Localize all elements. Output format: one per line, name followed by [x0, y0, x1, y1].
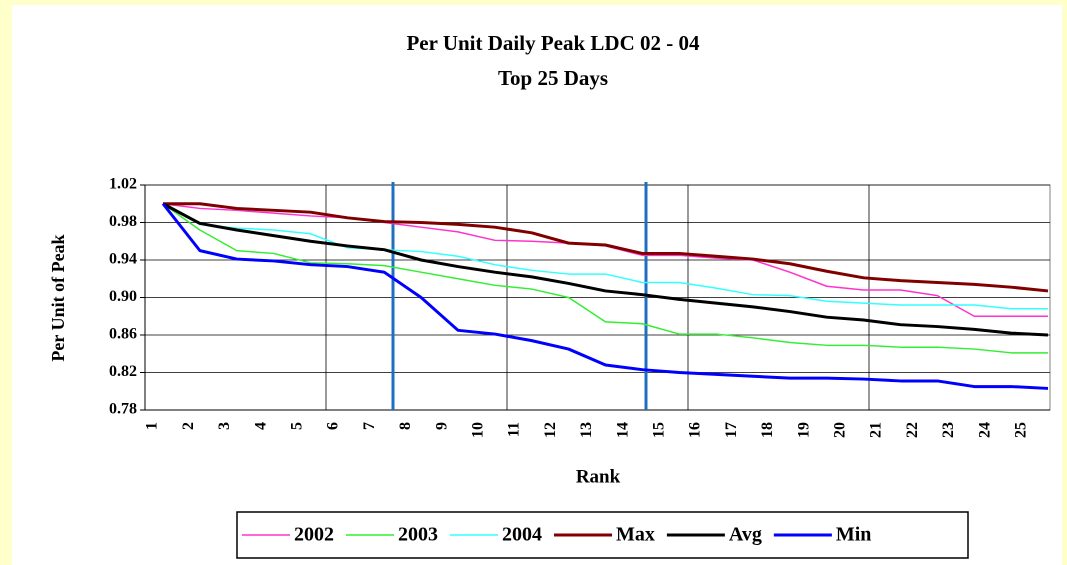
series-line [162, 203, 1048, 354]
y-tick-label: 0.94 [109, 251, 137, 268]
x-tick-label: 19 [795, 422, 812, 438]
x-axis-label: Rank [576, 466, 621, 487]
y-tick-label: 0.82 [109, 363, 137, 380]
x-tick-label: 14 [614, 422, 631, 438]
x-tick-label: 9 [433, 422, 450, 430]
legend-label: Max [616, 524, 655, 546]
x-tick-label: 22 [904, 422, 921, 438]
chart-subtitle: Top 25 Days [498, 66, 608, 90]
series-line [161, 202, 1049, 390]
x-tick-label: 18 [759, 422, 776, 438]
x-tick-label: 11 [506, 422, 523, 437]
x-tick-label: 16 [687, 422, 704, 438]
legend-label: 2002 [294, 524, 334, 546]
x-tick-label: 20 [831, 422, 848, 438]
y-axis-label: Per Unit of Peak [48, 234, 68, 361]
x-tick-label: 7 [361, 422, 378, 430]
x-tick-label: 8 [397, 422, 414, 430]
x-tick-label: 6 [325, 422, 342, 430]
x-tick-label: 1 [144, 422, 161, 430]
x-tick-label: 21 [868, 422, 885, 438]
y-tick-label: 0.78 [109, 401, 137, 418]
legend-label: 2003 [398, 524, 438, 546]
x-tick-label: 15 [650, 422, 667, 438]
x-tick-label: 13 [578, 422, 595, 438]
series-line [162, 202, 1049, 337]
legend-label: 2004 [502, 524, 542, 546]
y-tick-label: 0.98 [109, 213, 137, 230]
x-tick-label: 12 [542, 422, 559, 438]
x-tick-label: 2 [180, 422, 197, 430]
x-tick-label: 10 [469, 422, 486, 438]
series-line [163, 202, 1049, 293]
x-tick-label: 5 [288, 422, 305, 430]
legend-label: Avg [729, 524, 762, 546]
x-tick-label: 23 [940, 422, 957, 438]
x-tick-label: 24 [976, 422, 993, 438]
x-tick-label: 17 [723, 422, 740, 438]
x-tick-label: 25 [1012, 422, 1029, 438]
y-tick-label: 1.02 [109, 176, 137, 193]
y-tick-label: 0.86 [109, 326, 137, 343]
y-tick-label: 0.90 [109, 288, 137, 305]
legend-label: Min [836, 524, 872, 546]
series-line [162, 203, 1048, 310]
x-tick-label: 3 [216, 422, 233, 430]
chart-title: Per Unit Daily Peak LDC 02 - 04 [406, 31, 700, 55]
x-tick-label: 4 [252, 422, 269, 430]
